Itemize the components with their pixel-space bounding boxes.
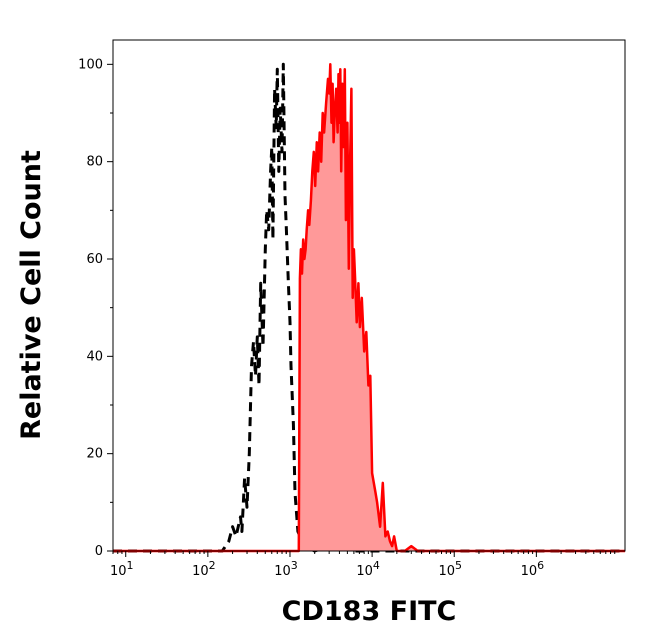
- y-tick-label: 100: [78, 57, 103, 72]
- y-axis: 0 20 40 60 80 100: [78, 57, 113, 559]
- y-tick-label: 0: [95, 544, 103, 559]
- y-tick-label: 80: [86, 155, 103, 170]
- x-axis-title: CD183 FITC: [282, 596, 457, 627]
- x-tick-label: 103: [274, 559, 298, 579]
- x-tick-label: 104: [356, 559, 380, 579]
- y-tick-label: 60: [86, 252, 103, 267]
- y-axis-title: Relative Cell Count: [16, 150, 47, 440]
- series-layer: [113, 62, 625, 553]
- series-1-line: [113, 63, 625, 553]
- y-tick-label: 20: [86, 447, 103, 462]
- y-tick-label: 40: [86, 349, 103, 364]
- series-1-area: [113, 64, 625, 552]
- plot-frame: [112, 39, 626, 552]
- x-tick-label: 106: [521, 559, 545, 579]
- x-tick-label: 105: [438, 559, 462, 579]
- series-0-line: [113, 62, 625, 553]
- x-axis: 101 102 103 104 105 106: [110, 551, 616, 579]
- x-tick-label: 101: [110, 559, 134, 579]
- x-tick-label: 102: [192, 559, 216, 579]
